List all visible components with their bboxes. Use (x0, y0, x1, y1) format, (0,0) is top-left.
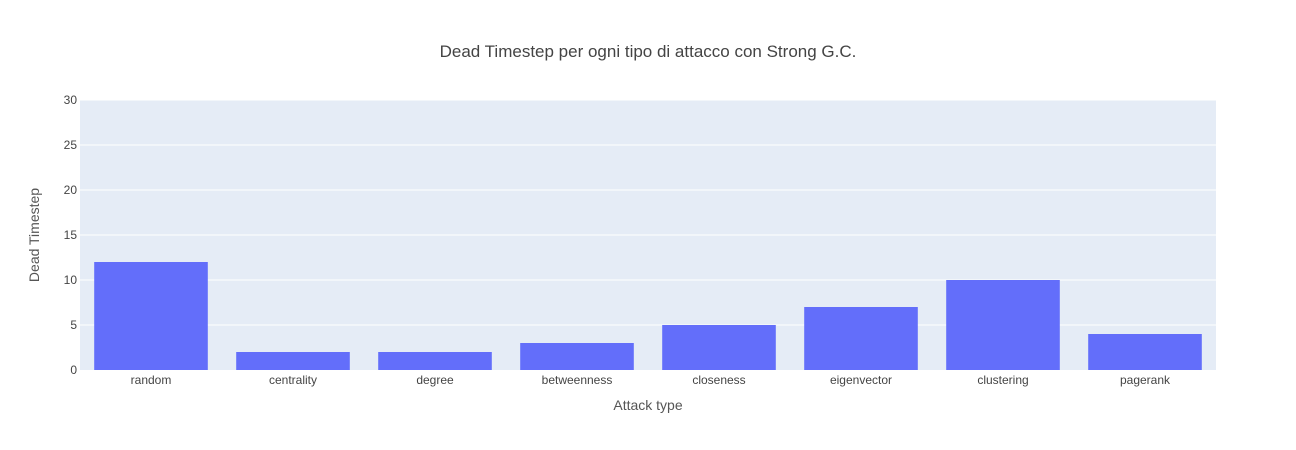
bar-closeness (662, 325, 776, 370)
x-tick-label: eigenvector (830, 373, 892, 387)
y-axis-ticks: 0 5 10 15 20 25 30 (64, 93, 78, 377)
y-tick-label: 10 (64, 273, 78, 287)
bar-eigenvector (804, 307, 918, 370)
x-tick-label: clustering (977, 373, 1028, 387)
x-axis-title: Attack type (613, 397, 682, 413)
x-axis-ticks: random centrality degree betweenness closene… (131, 373, 1171, 387)
bars (94, 262, 1202, 370)
x-tick-label: centrality (269, 373, 317, 387)
bar-random (94, 262, 208, 370)
bar-degree (378, 352, 492, 370)
x-tick-label: degree (416, 373, 454, 387)
y-tick-label: 15 (64, 228, 78, 242)
bar-betweenness (520, 343, 634, 370)
y-axis-title: Dead Timestep (26, 188, 42, 282)
y-tick-label: 5 (70, 318, 77, 332)
chart-title: Dead Timestep per ogni tipo di attacco c… (440, 42, 857, 61)
y-tick-label: 20 (64, 183, 78, 197)
x-tick-label: pagerank (1120, 373, 1171, 387)
y-tick-label: 25 (64, 138, 78, 152)
bar-centrality (236, 352, 350, 370)
x-tick-label: closeness (692, 373, 745, 387)
bar-clustering (946, 280, 1060, 370)
gridlines (80, 99, 1216, 326)
x-tick-label: betweenness (542, 373, 613, 387)
y-tick-label: 30 (64, 93, 78, 107)
bar-pagerank (1088, 334, 1202, 370)
y-tick-label: 0 (70, 363, 77, 377)
x-tick-label: random (131, 373, 172, 387)
